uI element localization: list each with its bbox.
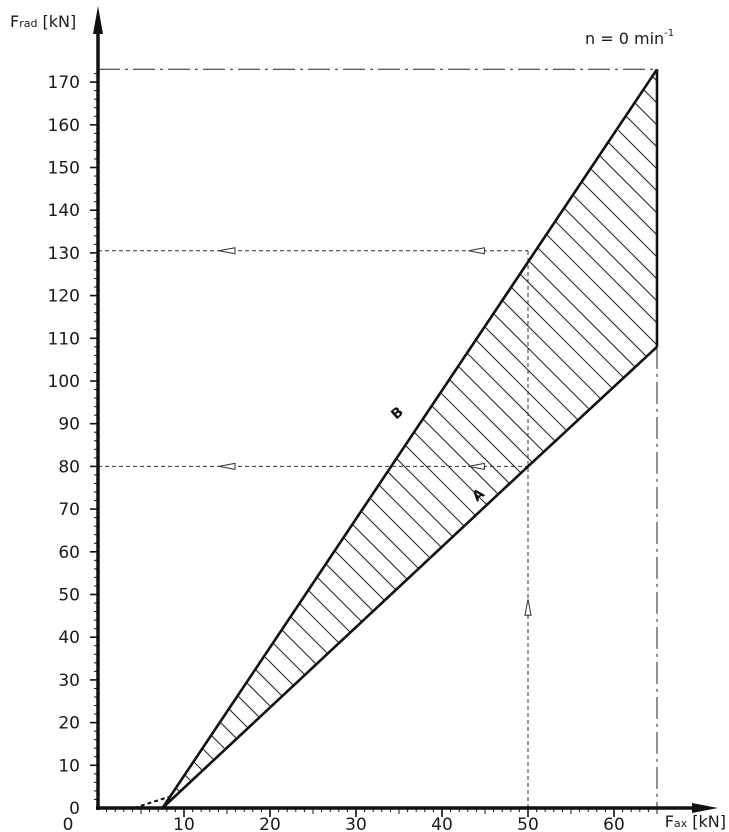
hatch-line	[162, 69, 657, 809]
y-tick-label: 10	[58, 756, 80, 776]
hatch-line	[531, 69, 657, 809]
labels: 1020304050607080901001101201301401501601…	[10, 12, 726, 832]
x-tick-label: 30	[345, 815, 367, 832]
arrow-marker	[468, 247, 485, 255]
hatch-line	[162, 69, 657, 809]
hatch-line	[421, 69, 657, 809]
hatch-line	[509, 69, 657, 809]
x-tick-label: 60	[603, 815, 625, 832]
hatch-line	[162, 69, 419, 809]
hatch-line	[162, 69, 309, 809]
hatch-line	[465, 69, 657, 809]
hatch-line	[162, 69, 657, 809]
x-tick-label: 20	[259, 815, 281, 832]
speed-note: n = 0 min-1	[585, 28, 674, 48]
hatch-line	[641, 69, 657, 809]
hatch-line	[553, 69, 657, 809]
x-axis-arrow	[692, 803, 718, 813]
ticks	[90, 73, 658, 817]
hatch-line	[162, 69, 397, 809]
hatch-line	[162, 69, 243, 809]
arrow-marker	[468, 462, 485, 471]
y-tick-label: 160	[48, 116, 80, 136]
series-line-a	[161, 345, 658, 809]
arrow-marker	[524, 599, 532, 616]
hatch-line	[201, 69, 657, 809]
series-extension	[133, 795, 171, 809]
hatch-line	[162, 69, 657, 809]
guide-lines	[98, 68, 658, 808]
y-tick-label: 80	[58, 457, 80, 477]
arrow-marker	[218, 247, 236, 255]
x-tick-label: 40	[431, 815, 453, 832]
arrow-marker	[218, 462, 236, 471]
y-tick-label: 150	[48, 159, 80, 179]
axes	[93, 6, 718, 813]
hatch-line	[179, 69, 657, 809]
hatch-line	[355, 69, 657, 809]
y-tick-label: 30	[58, 671, 80, 691]
y-tick-label: 130	[48, 244, 80, 264]
hatch-line	[708, 0, 729, 832]
origin-label: 0	[63, 815, 74, 832]
y-tick-label: 20	[58, 714, 80, 734]
x-tick-label: 10	[173, 815, 195, 832]
y-tick-label: 50	[58, 586, 80, 606]
hatch-line	[289, 69, 657, 809]
y-tick-label: 40	[58, 628, 80, 648]
curve-label-b: B	[388, 404, 406, 423]
hatch-line	[311, 69, 657, 809]
hatch-line	[377, 69, 657, 809]
y-tick-label: 90	[58, 415, 80, 435]
y-tick-label: 170	[48, 73, 80, 93]
hatch-line	[575, 69, 657, 809]
hatch-line	[162, 69, 265, 809]
y-tick-label: 100	[48, 372, 80, 392]
hatch-line	[686, 0, 729, 832]
series-layer	[133, 68, 659, 809]
hatch-line	[223, 69, 657, 809]
hatch-line	[162, 69, 657, 809]
y-tick-label: 120	[48, 287, 80, 307]
hatch-line	[162, 69, 657, 809]
hatch-line	[162, 69, 287, 809]
hatch-line	[162, 69, 657, 809]
hatch-line	[443, 69, 657, 809]
y-tick-label: 70	[58, 500, 80, 520]
hatch-line	[399, 69, 657, 809]
hatch-line	[597, 69, 657, 809]
hatch-line	[162, 69, 595, 809]
x-axis-title: Fax [kN]	[665, 812, 726, 831]
hatch-line	[664, 0, 729, 832]
hatch-line	[487, 69, 657, 809]
y-axis-title: Frad [kN]	[10, 12, 76, 31]
y-tick-label: 140	[48, 201, 80, 221]
x-tick-label: 50	[517, 815, 539, 832]
hatch-line	[162, 69, 551, 809]
y-axis-arrow	[93, 6, 103, 34]
hatch-line	[162, 69, 221, 809]
y-tick-label: 110	[48, 329, 80, 349]
y-tick-label: 60	[58, 543, 80, 563]
curve-label-a: A	[469, 486, 488, 505]
hatch-line	[619, 69, 657, 809]
hatch-line	[162, 69, 657, 809]
series-line-b	[161, 68, 659, 809]
y-tick-label-zero: 0	[69, 799, 80, 819]
hatch-line	[267, 69, 657, 809]
hatch-line	[162, 69, 177, 809]
